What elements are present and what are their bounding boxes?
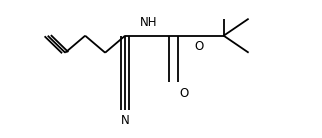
Text: N: N bbox=[121, 114, 129, 127]
Text: O: O bbox=[179, 87, 188, 100]
Text: NH: NH bbox=[140, 16, 157, 29]
Text: O: O bbox=[194, 40, 203, 53]
